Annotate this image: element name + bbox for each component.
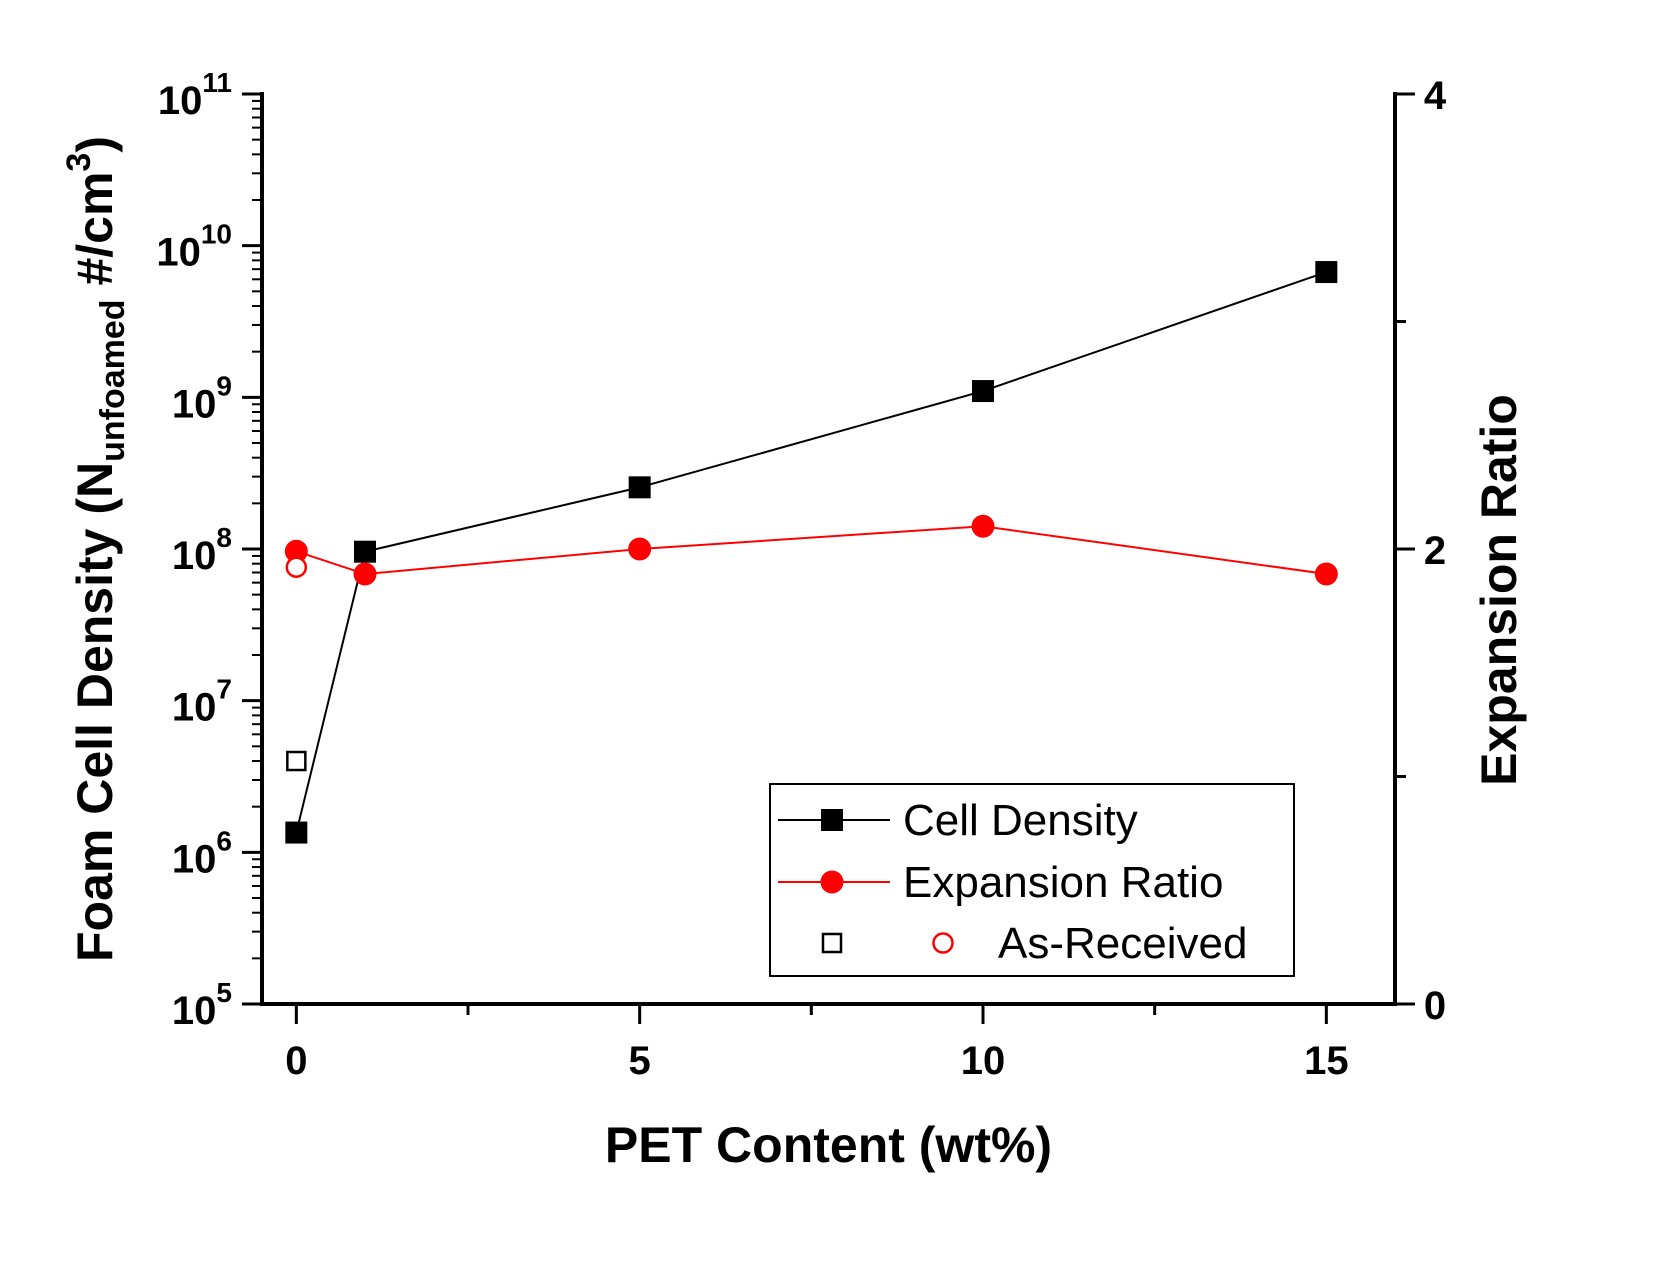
y-axis-title-subscript: unfoamed — [94, 299, 132, 461]
y-tick-label-exponent: 7 — [216, 674, 232, 705]
y-tick-label-exponent: 8 — [216, 522, 232, 553]
y-axis-title-superscript: 3 — [60, 153, 98, 172]
as-received-point — [285, 556, 308, 578]
y-tick-label: 108 — [172, 522, 232, 578]
y-tick-label: 1010 — [156, 219, 232, 275]
y-tick-label: 1011 — [158, 67, 232, 123]
y-tick-label-base: 10 — [158, 79, 203, 123]
y-tick-label-exponent: 10 — [201, 219, 232, 250]
y-tick-label-base: 10 — [156, 231, 201, 275]
x-tick-label: 15 — [1304, 1039, 1349, 1083]
y-tick-label-base: 10 — [172, 989, 217, 1033]
cell-density-point — [354, 540, 376, 563]
cell-density-point — [972, 380, 994, 403]
legend-expansion-ratio-label: Expansion Ratio — [903, 858, 1223, 907]
y-tick-label-exponent: 5 — [216, 977, 232, 1008]
y-tick-label: 109 — [172, 370, 232, 426]
legend-cell-density-label: Cell Density — [903, 796, 1138, 845]
cell-density-point — [285, 821, 308, 844]
y-axis-title-middle: #/cm — [67, 172, 123, 300]
x-tick-label: 5 — [629, 1039, 651, 1083]
y-tick-label: 105 — [172, 977, 232, 1033]
x-tick-label: 0 — [285, 1039, 307, 1083]
y-tick-label-exponent: 6 — [216, 825, 232, 856]
series-markers — [284, 261, 1338, 844]
axis-titles: PET Content (wt%) Foam Cell Density (Nun… — [60, 136, 1527, 1173]
as-received-point — [286, 750, 307, 772]
y-axis-title-suffix: ) — [67, 136, 123, 153]
y-axis-title-prefix: Foam Cell Density (N — [67, 462, 123, 962]
x-tick-label: 10 — [961, 1039, 1006, 1083]
cell-density-point — [1315, 261, 1338, 284]
y-tick-label-base: 10 — [172, 837, 217, 881]
series-lines — [295, 271, 1327, 833]
expansion-ratio-line — [296, 525, 1327, 576]
y-tick-label: 107 — [172, 674, 232, 730]
y2-tick-label: 2 — [1424, 529, 1446, 573]
y-tick-label-base: 10 — [172, 686, 217, 730]
legend-as-received-circle-marker — [932, 932, 954, 954]
expansion-ratio-point — [284, 539, 308, 563]
x-axis-title: PET Content (wt%) — [605, 1117, 1052, 1173]
y-tick-label-exponent: 9 — [216, 370, 232, 401]
legend-as-received-label: As-Received — [998, 919, 1247, 968]
y-tick-label: 106 — [172, 825, 232, 881]
expansion-ratio-point — [971, 514, 995, 538]
y-tick-label-exponent: 11 — [202, 67, 232, 98]
legend-box — [769, 783, 1295, 977]
y2-tick-label: 0 — [1424, 984, 1446, 1028]
cell-density-point — [628, 476, 651, 499]
y-tick-label-base: 10 — [172, 534, 217, 578]
expansion-ratio-point — [353, 562, 377, 586]
legend-cell-density-marker — [821, 809, 843, 831]
legend: Cell Density Expansion Ratio As-Received — [769, 783, 1295, 977]
expansion-ratio-point — [1314, 562, 1338, 586]
legend-expansion-ratio-marker — [820, 870, 844, 894]
y2-tick-label: 4 — [1424, 74, 1447, 118]
y2-axis-title: Expansion Ratio — [1471, 394, 1527, 786]
expansion-ratio-point — [628, 537, 652, 561]
y-tick-label-base: 10 — [172, 382, 217, 426]
legend-as-received-square-marker — [821, 932, 843, 954]
y-axis-title: Foam Cell Density (Nunfoamed #/cm3) — [60, 136, 132, 962]
